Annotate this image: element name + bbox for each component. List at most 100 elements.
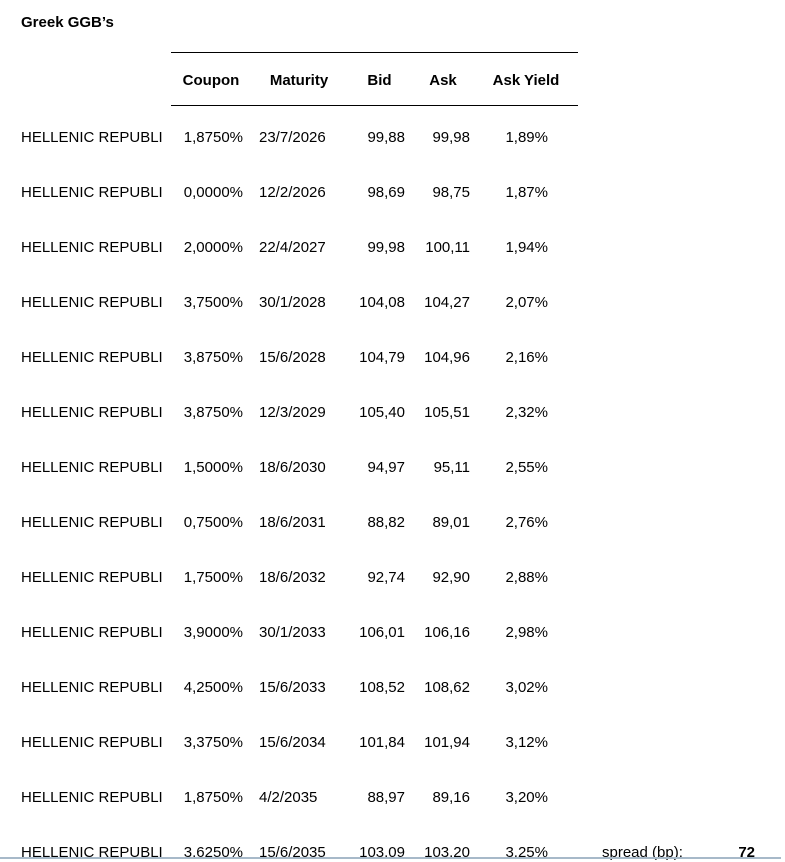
bid-cell: 99,88 [367,129,405,146]
coupon-cell: 3,9000% [183,624,243,641]
bid-cell: 98,69 [367,184,405,201]
ask-yield-cell: 1,87% [505,184,548,201]
pane-border-line [0,857,781,859]
ask-yield-cell: 2,76% [505,514,548,531]
issuer-cell: HELLENIC REPUBLI [21,679,163,696]
ask-cell: 100,11 [425,239,470,256]
ask-cell: 108,62 [424,679,470,696]
header-ask-yield: Ask Yield [492,72,560,89]
bid-cell: 103,09 [359,844,405,861]
ask-cell: 104,96 [424,349,470,366]
bid-cell: 104,08 [359,294,405,311]
table-row: HELLENIC REPUBLI 3,6250% 15/6/2035 103,0… [21,844,578,862]
bid-cell: 88,97 [367,789,405,806]
header-maturity: Maturity [269,72,329,89]
maturity-cell: 22/4/2027 [259,239,326,256]
maturity-cell: 18/6/2031 [259,514,326,531]
coupon-cell: 3,3750% [183,734,243,751]
issuer-cell: HELLENIC REPUBLI [21,789,163,806]
ask-cell: 92,90 [432,569,470,586]
ask-cell: 98,75 [432,184,470,201]
spread-value: 72 [738,844,755,861]
issuer-cell: HELLENIC REPUBLI [21,844,163,861]
ask-cell: 104,27 [424,294,470,311]
bid-cell: 106,01 [359,624,405,641]
maturity-cell: 30/1/2033 [259,624,326,641]
maturity-cell: 18/6/2030 [259,459,326,476]
coupon-cell: 2,0000% [183,239,243,256]
table-row: HELLENIC REPUBLI 0,7500% 18/6/2031 88,82… [21,514,578,532]
maturity-cell: 30/1/2028 [259,294,326,311]
ask-yield-cell: 1,89% [505,129,548,146]
issuer-cell: HELLENIC REPUBLI [21,569,163,586]
table-row: HELLENIC REPUBLI 3,9000% 30/1/2033 106,0… [21,624,578,642]
coupon-cell: 0,0000% [183,184,243,201]
issuer-cell: HELLENIC REPUBLI [21,349,163,366]
issuer-cell: HELLENIC REPUBLI [21,624,163,641]
bid-cell: 108,52 [359,679,405,696]
issuer-cell: HELLENIC REPUBLI [21,734,163,751]
issuer-cell: HELLENIC REPUBLI [21,184,163,201]
ask-cell: 103,20 [424,844,470,861]
ask-yield-cell: 3,25% [505,844,548,861]
ask-yield-cell: 3,20% [505,789,548,806]
bid-cell: 92,74 [367,569,405,586]
ask-yield-cell: 2,16% [505,349,548,366]
coupon-cell: 1,7500% [183,569,243,586]
table-header-underline [171,105,578,106]
coupon-cell: 3,8750% [183,349,243,366]
coupon-cell: 4,2500% [183,679,243,696]
issuer-cell: HELLENIC REPUBLI [21,129,163,146]
table-row: HELLENIC REPUBLI 3,3750% 15/6/2034 101,8… [21,734,578,752]
coupon-cell: 3,6250% [183,844,243,861]
table-row: HELLENIC REPUBLI 1,8750% 23/7/2026 99,88… [21,129,578,147]
ask-yield-cell: 2,88% [505,569,548,586]
issuer-cell: HELLENIC REPUBLI [21,239,163,256]
ask-yield-cell: 2,07% [505,294,548,311]
bid-cell: 94,97 [367,459,405,476]
table-row: HELLENIC REPUBLI 0,0000% 12/2/2026 98,69… [21,184,578,202]
ask-cell: 99,98 [432,129,470,146]
page-title: Greek GGB’s [21,14,114,31]
maturity-cell: 15/6/2028 [259,349,326,366]
coupon-cell: 3,7500% [183,294,243,311]
ask-yield-cell: 3,12% [505,734,548,751]
table-top-rule [171,52,578,53]
header-coupon: Coupon [182,72,240,89]
table-row: HELLENIC REPUBLI 3,8750% 15/6/2028 104,7… [21,349,578,367]
ask-cell: 89,16 [432,789,470,806]
issuer-cell: HELLENIC REPUBLI [21,459,163,476]
table-row: HELLENIC REPUBLI 1,5000% 18/6/2030 94,97… [21,459,578,477]
table-row: HELLENIC REPUBLI 2,0000% 22/4/2027 99,98… [21,239,578,257]
ask-yield-cell: 2,32% [505,404,548,421]
bid-cell: 104,79 [359,349,405,366]
ask-yield-cell: 3,02% [505,679,548,696]
table-row: HELLENIC REPUBLI 3,8750% 12/3/2029 105,4… [21,404,578,422]
bid-cell: 88,82 [367,514,405,531]
coupon-cell: 0,7500% [183,514,243,531]
ask-cell: 101,94 [424,734,470,751]
ask-yield-cell: 2,98% [505,624,548,641]
maturity-cell: 18/6/2032 [259,569,326,586]
header-bid: Bid [367,72,392,89]
ask-yield-cell: 1,94% [505,239,548,256]
issuer-cell: HELLENIC REPUBLI [21,514,163,531]
bid-cell: 99,98 [367,239,405,256]
table-row: HELLENIC REPUBLI 4,2500% 15/6/2033 108,5… [21,679,578,697]
maturity-cell: 15/6/2034 [259,734,326,751]
bid-cell: 105,40 [359,404,405,421]
maturity-cell: 12/2/2026 [259,184,326,201]
maturity-cell: 15/6/2033 [259,679,326,696]
bid-cell: 101,84 [359,734,405,751]
table-row: HELLENIC REPUBLI 1,7500% 18/6/2032 92,74… [21,569,578,587]
table-row: HELLENIC REPUBLI 3,7500% 30/1/2028 104,0… [21,294,578,312]
table-row: HELLENIC REPUBLI 1,8750% 4/2/2035 88,97 … [21,789,578,807]
issuer-cell: HELLENIC REPUBLI [21,404,163,421]
ask-yield-cell: 2,55% [505,459,548,476]
maturity-cell: 23/7/2026 [259,129,326,146]
ask-cell: 105,51 [424,404,470,421]
ask-cell: 106,16 [424,624,470,641]
coupon-cell: 1,8750% [183,789,243,806]
coupon-cell: 1,8750% [183,129,243,146]
header-ask: Ask [429,72,457,89]
